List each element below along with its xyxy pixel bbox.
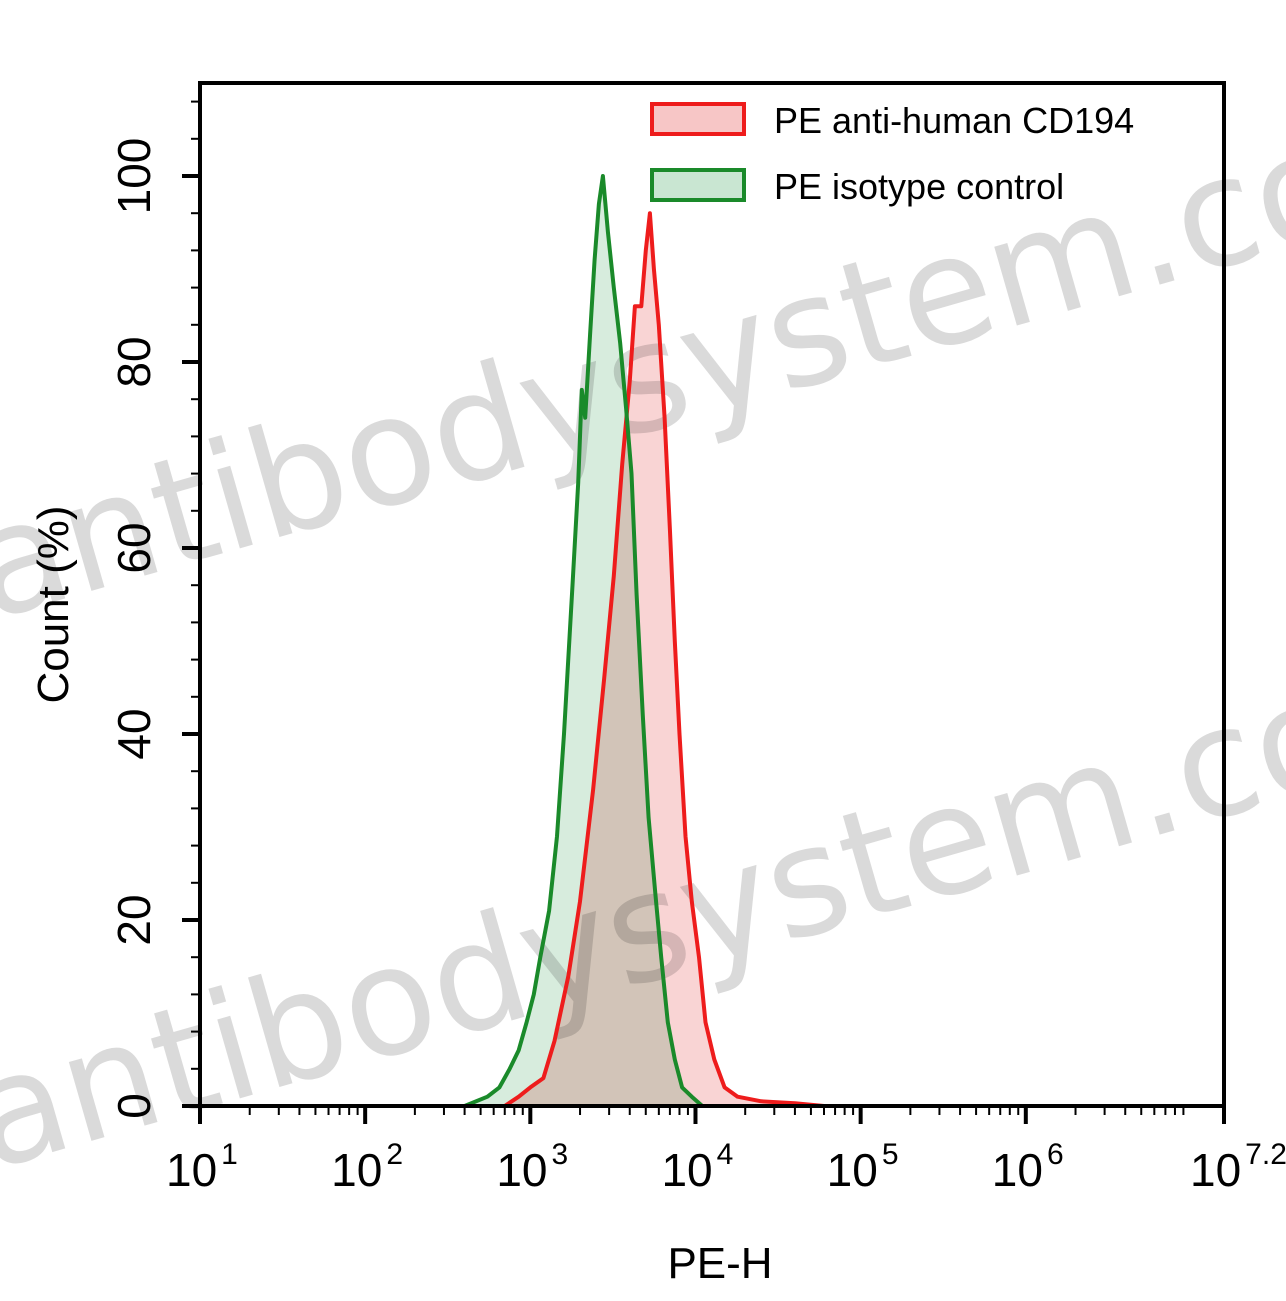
legend-swatch: [650, 102, 746, 136]
x-tick-label: 10 5: [827, 1138, 899, 1196]
legend-swatch: [650, 168, 746, 202]
x-axis: 10 1 10 2 10 3 10 4 10 5 10 6 10 7.2: [166, 1106, 1286, 1196]
x-tick-label: 10 7.2: [1190, 1138, 1286, 1196]
y-axis-title: Count (%): [29, 505, 78, 703]
series-layer: [463, 174, 825, 1108]
y-tick-label: 40: [108, 708, 160, 759]
y-axis: 0 20 40 60 80 100: [108, 100, 200, 1119]
x-axis-title: PE-H: [667, 1239, 772, 1288]
x-tick-label: 10 6: [992, 1138, 1064, 1196]
x-tick-label: 10 4: [661, 1138, 733, 1196]
legend: PE anti-human CD194 PE isotype control: [650, 100, 1134, 207]
y-tick-label: 80: [108, 336, 160, 387]
series-line-2: [463, 174, 704, 1108]
legend-label: PE anti-human CD194: [774, 100, 1134, 141]
y-tick-label: 100: [108, 138, 160, 215]
legend-label: PE isotype control: [774, 166, 1064, 207]
y-tick-label: 60: [108, 522, 160, 573]
y-tick-label: 20: [108, 894, 160, 945]
x-tick-label: 10 2: [331, 1138, 403, 1196]
series-line-1: [503, 211, 825, 1108]
series-fill-2: [464, 176, 703, 1106]
x-tick-label: 10 1: [166, 1138, 238, 1196]
x-tick-label: 10 3: [496, 1138, 568, 1196]
y-tick-label: 0: [108, 1093, 160, 1119]
plot-frame: [198, 81, 1226, 1108]
